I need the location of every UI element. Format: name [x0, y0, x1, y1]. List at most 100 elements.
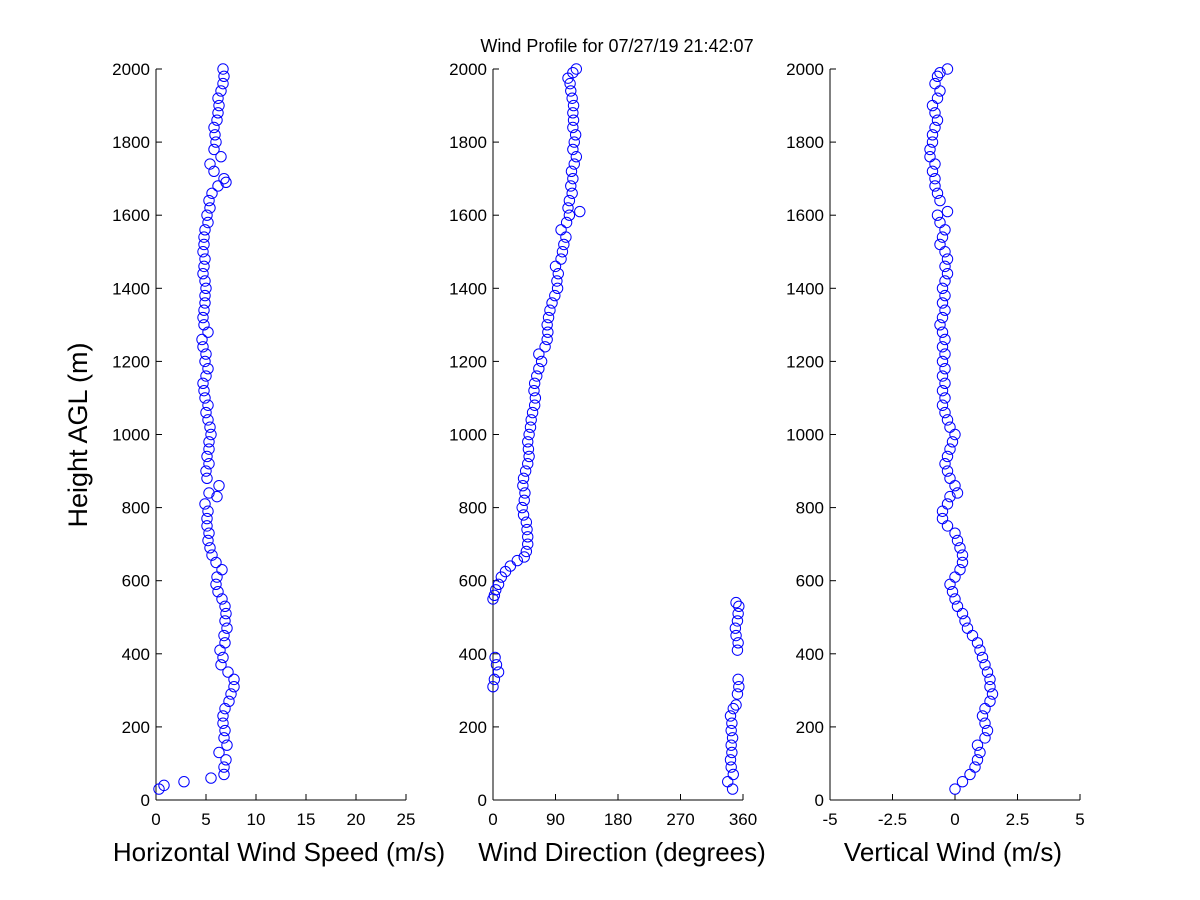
data-point — [200, 282, 212, 294]
data-point — [976, 710, 989, 722]
data-point — [939, 304, 951, 316]
data-point — [936, 326, 949, 338]
y-tick-label: 600 — [459, 572, 487, 591]
y-tick-label: 1000 — [112, 426, 150, 445]
data-point — [203, 194, 215, 207]
data-point — [931, 209, 944, 221]
data-point — [522, 458, 534, 470]
data-point — [926, 165, 939, 178]
data-point — [541, 319, 553, 331]
data-point — [516, 501, 528, 514]
data-point — [946, 585, 959, 598]
data-point — [979, 702, 991, 715]
x-tick-label: 270 — [666, 810, 694, 829]
y-tick-label: 1000 — [786, 426, 824, 445]
data-point — [555, 224, 567, 236]
data-point — [941, 414, 954, 426]
data-point — [518, 551, 530, 563]
data-point — [574, 205, 586, 218]
y-tick-label: 200 — [796, 718, 824, 737]
data-point — [939, 260, 951, 273]
data-point — [949, 783, 961, 795]
data-point — [966, 629, 979, 642]
data-point — [939, 377, 951, 390]
data-point — [221, 622, 233, 634]
data-point — [570, 151, 583, 163]
data-point — [215, 659, 227, 671]
data-point — [212, 107, 224, 119]
data-point — [220, 754, 232, 766]
data-point — [218, 629, 230, 642]
x-tick-label: 25 — [397, 810, 416, 829]
data-point — [213, 746, 225, 759]
data-point — [204, 421, 216, 433]
data-point — [519, 465, 532, 477]
data-point — [951, 600, 964, 612]
data-point — [217, 717, 229, 729]
data-point — [219, 637, 231, 649]
data-point — [212, 180, 224, 192]
x-tick-label: 0 — [151, 810, 160, 829]
data-point — [205, 428, 217, 441]
data-point — [560, 216, 573, 229]
y-tick-label: 200 — [459, 718, 487, 737]
data-point — [924, 143, 936, 156]
data-point — [929, 77, 941, 90]
data-point — [517, 479, 529, 492]
y-tick-label: 200 — [122, 718, 150, 737]
data-point — [535, 355, 548, 368]
data-point — [522, 531, 534, 543]
data-point — [971, 754, 984, 766]
data-point — [201, 209, 213, 221]
data-point — [731, 688, 744, 700]
data-point — [220, 607, 232, 620]
data-point — [178, 776, 190, 788]
data-point — [523, 450, 535, 463]
data-point — [926, 99, 939, 112]
y-tick-label: 1600 — [112, 206, 150, 225]
data-point — [934, 66, 946, 79]
data-point — [210, 556, 222, 569]
data-point — [971, 739, 984, 751]
data-point — [504, 560, 517, 572]
data-point — [211, 571, 223, 583]
data-point — [566, 92, 578, 104]
data-point — [732, 673, 744, 686]
data-point — [567, 143, 579, 156]
data-point — [204, 202, 216, 214]
data-point — [228, 680, 240, 693]
data-point — [520, 516, 533, 528]
data-point — [941, 63, 954, 75]
data-point — [567, 114, 580, 126]
data-point — [208, 121, 220, 134]
data-point — [203, 436, 215, 448]
y-tick-label: 1600 — [786, 206, 824, 225]
data-point — [546, 297, 558, 309]
data-point — [934, 216, 946, 229]
data-point — [211, 490, 223, 503]
data-point — [976, 651, 989, 664]
data-point — [197, 341, 209, 353]
data-point — [551, 275, 563, 287]
data-point — [939, 458, 951, 470]
y-tick-label: 2000 — [786, 60, 824, 79]
data-point — [520, 545, 533, 558]
data-point — [979, 732, 991, 744]
data-point — [726, 732, 739, 744]
data-point — [727, 768, 739, 781]
data-point — [939, 289, 951, 302]
data-point — [208, 165, 220, 178]
data-point — [203, 527, 215, 539]
data-point — [956, 776, 969, 788]
data-point — [218, 768, 230, 781]
data-point — [200, 348, 212, 360]
data-point — [199, 275, 211, 287]
data-point — [531, 370, 543, 382]
data-point — [949, 571, 961, 583]
x-tick-label: -5 — [822, 810, 837, 829]
data-point — [216, 593, 228, 605]
data-point — [971, 637, 984, 649]
data-point — [567, 121, 579, 134]
data-point — [223, 695, 235, 708]
y-tick-label: 400 — [796, 645, 824, 664]
